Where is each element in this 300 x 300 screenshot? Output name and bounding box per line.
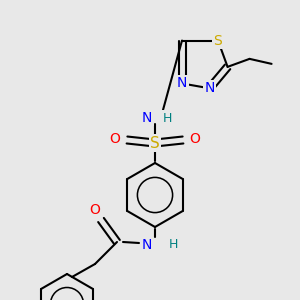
Text: O: O bbox=[190, 132, 200, 146]
Text: O: O bbox=[90, 203, 101, 217]
Text: H: H bbox=[162, 112, 172, 124]
Text: S: S bbox=[214, 34, 222, 48]
Text: H: H bbox=[168, 238, 178, 251]
Text: N: N bbox=[204, 81, 215, 95]
Text: N: N bbox=[142, 238, 152, 252]
Text: S: S bbox=[150, 136, 160, 151]
Text: N: N bbox=[142, 111, 152, 125]
Text: O: O bbox=[110, 132, 120, 146]
Text: N: N bbox=[177, 76, 187, 90]
